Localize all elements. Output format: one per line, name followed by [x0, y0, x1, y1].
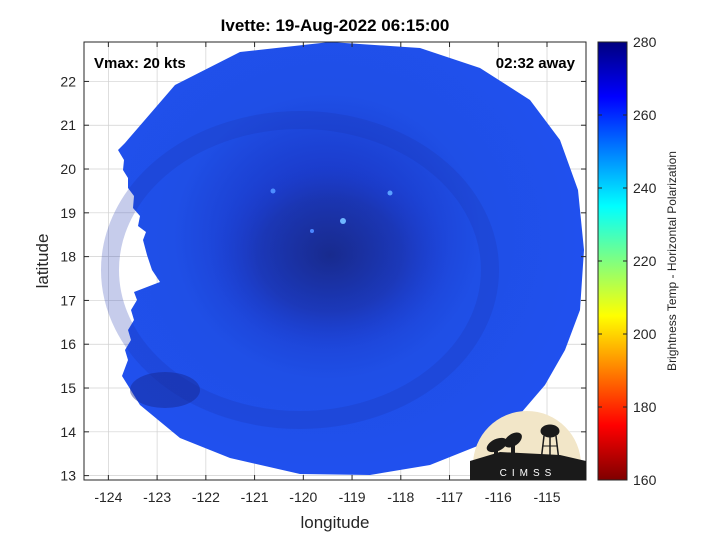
x-tick-label: -123	[143, 489, 171, 505]
cimss-logo: CIMSS	[470, 411, 586, 480]
x-tick-label: -119	[339, 489, 366, 505]
satellite-dish-icon	[486, 432, 522, 459]
warm-spot	[270, 188, 276, 194]
y-axis-label: latitude	[33, 234, 52, 289]
colorbar-tick-label: 280	[633, 34, 657, 50]
vmax-annotation: Vmax: 20 kts	[94, 55, 186, 72]
axes-frame	[83, 41, 587, 481]
x-tick-label: -115	[534, 489, 561, 505]
x-tick-label: -116	[485, 489, 512, 505]
colorbar-tick-label: 160	[633, 472, 657, 488]
colorbar-tick-label: 220	[633, 253, 657, 269]
y-tick-label: 16	[60, 336, 76, 352]
colorbar-tick-label: 240	[633, 180, 657, 196]
colorbar-tick-label: 200	[633, 326, 657, 342]
chart-title: Ivette: 19-Aug-2022 06:15:00	[221, 16, 450, 35]
storm-band	[101, 111, 499, 429]
water-tower-icon	[540, 424, 560, 462]
y-tick-label: 21	[60, 117, 76, 133]
y-tick-label: 19	[60, 205, 76, 221]
colorbar-tick-label: 180	[633, 399, 657, 415]
storm-core	[210, 160, 450, 350]
y-tick-label: 20	[60, 161, 76, 177]
x-tick-label: -122	[192, 489, 220, 505]
warm-spot	[340, 218, 346, 224]
x-axis: -124 -123 -122 -121 -120 -119 -118 -117 -116 -115	[94, 42, 561, 505]
x-tick-label: -121	[241, 489, 269, 505]
y-tick-label: 15	[60, 380, 76, 396]
storm-cold-lower-left	[130, 372, 200, 408]
y-tick-label: 13	[60, 468, 76, 484]
x-tick-label: -118	[387, 489, 414, 505]
y-axis: 13 14 15 16 17 18 19 20 21 22	[60, 73, 586, 484]
y-tick-label: 18	[60, 249, 76, 265]
colorbar-ticks: 160 180 200 220 240 260 280	[598, 34, 657, 488]
time-away-annotation: 02:32 away	[496, 55, 576, 72]
y-tick-label: 14	[60, 424, 76, 440]
logo-hill	[470, 452, 586, 461]
colorbar-label: Brightness Temp - Horizontal Polarizatio…	[665, 151, 679, 371]
colorbar	[597, 41, 628, 481]
x-tick-label: -124	[94, 489, 122, 505]
swath-layer	[101, 42, 584, 475]
colorbar-tick-label: 260	[633, 107, 657, 123]
x-tick-label: -120	[289, 489, 317, 505]
logo-ground	[470, 461, 586, 480]
y-tick-label: 17	[60, 292, 76, 308]
logo-text: CIMSS	[500, 468, 557, 479]
y-tick-label: 22	[60, 73, 76, 89]
x-tick-label: -117	[436, 489, 463, 505]
x-axis-label: longitude	[300, 513, 369, 532]
warm-spot	[310, 229, 314, 233]
warm-spot	[387, 190, 393, 196]
